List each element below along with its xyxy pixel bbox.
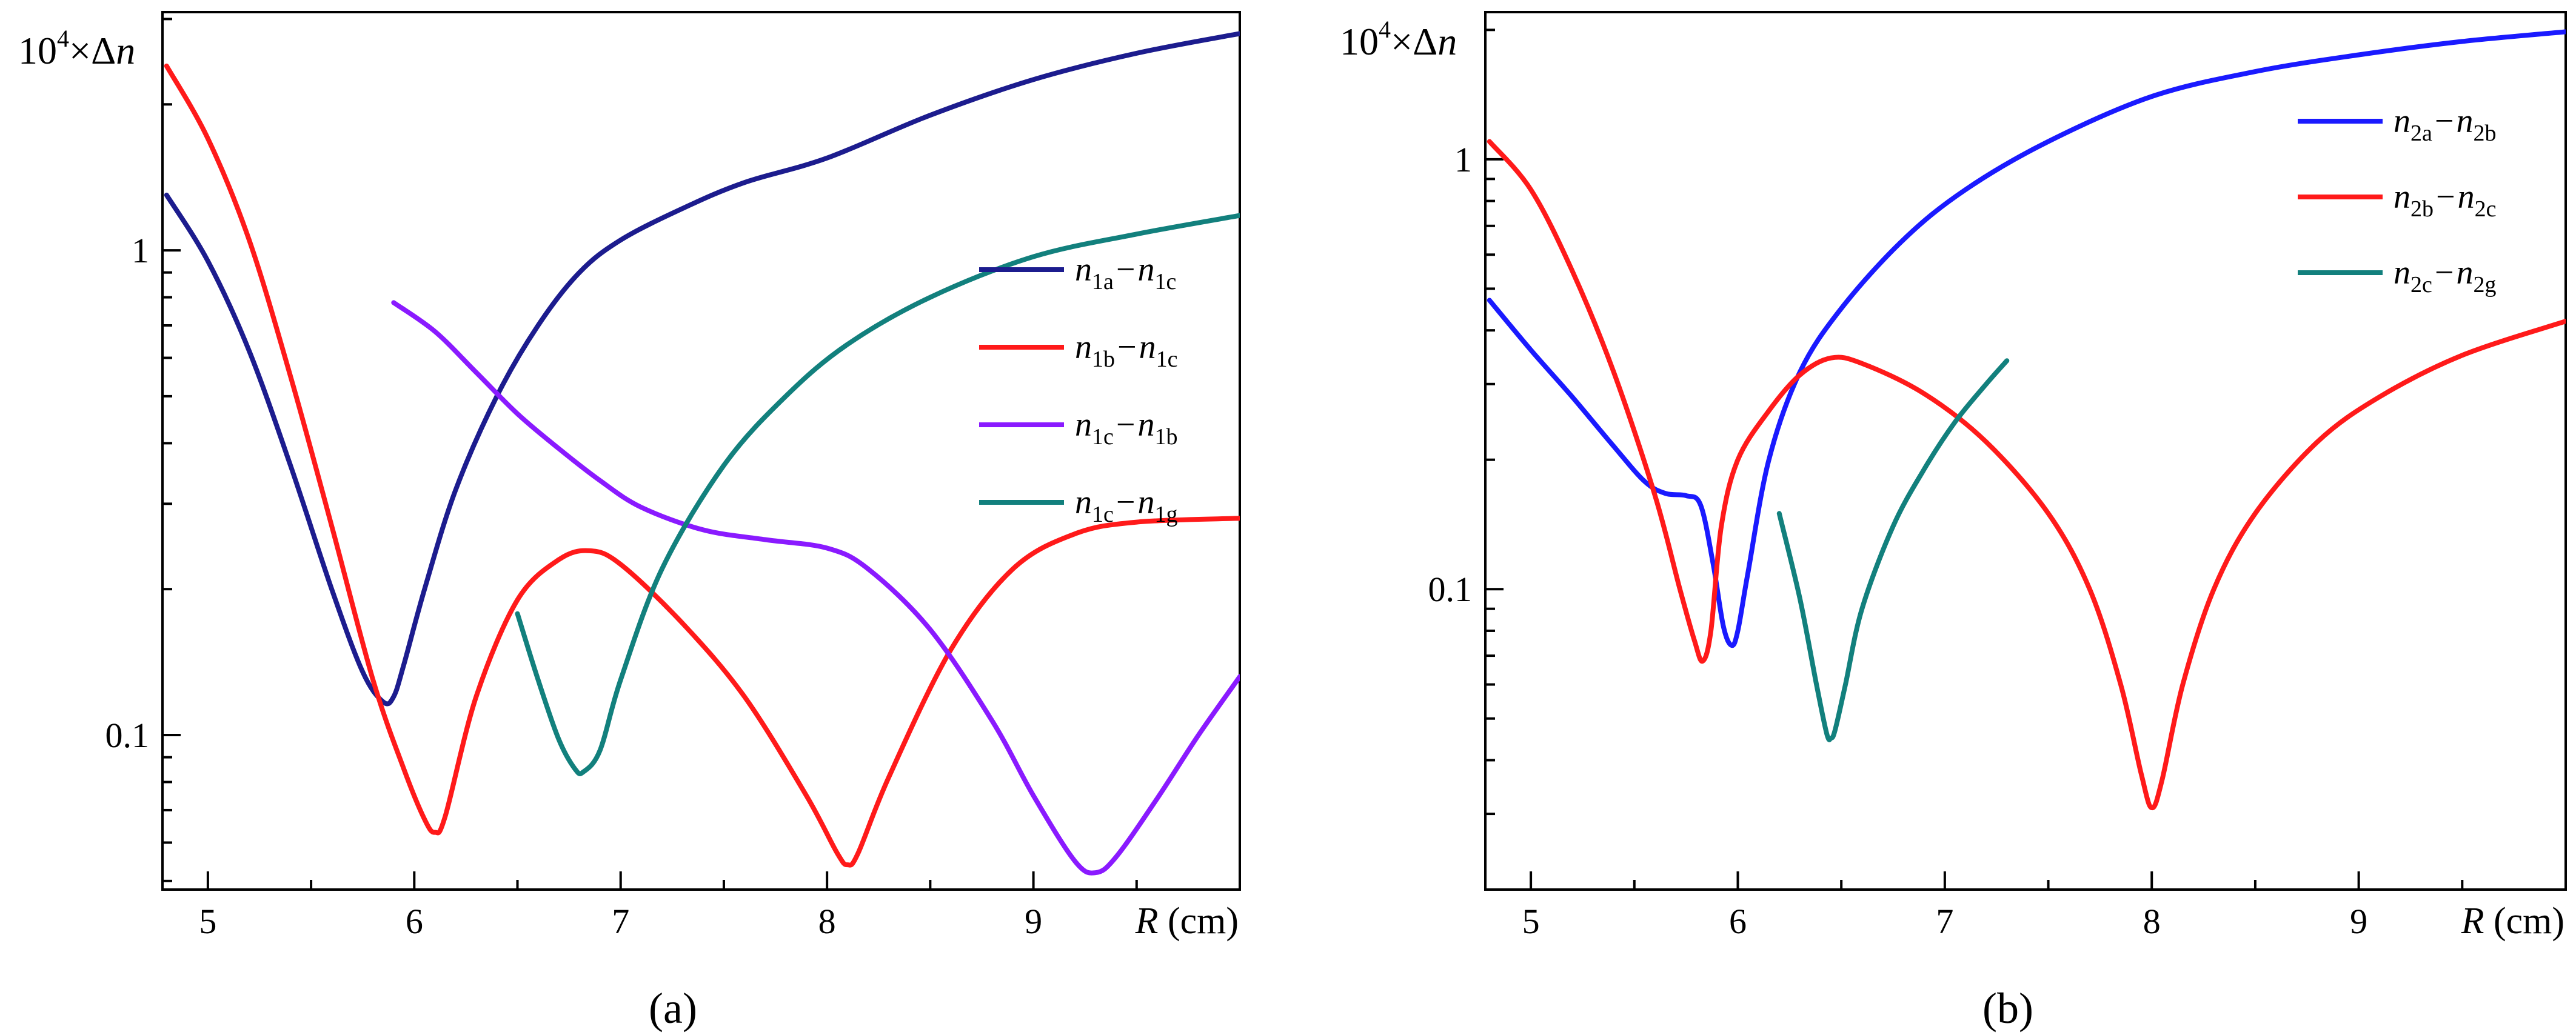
y-axis-label: 104×Δn (1340, 16, 1457, 63)
x-tick-label: 7 (612, 902, 629, 941)
y-tick-label: 0.1 (1428, 570, 1473, 609)
x-tick-label: 6 (406, 902, 423, 941)
panel-b: 5 6 7 8 9 0.1 1 104×Δn R (cm) n2a−n2b n2b−n2c n2c−n… (1340, 11, 2567, 942)
panel-a-caption: (a) (649, 984, 697, 1033)
x-tick-label: 9 (2350, 902, 2367, 941)
legend-label: n1a−n1c (1075, 251, 1176, 295)
x-tick-label: 9 (1025, 902, 1042, 941)
x-tick-label: 7 (1936, 902, 1953, 941)
x-axis-label: R (cm) (1135, 900, 1239, 942)
series-line-2 (1487, 139, 2566, 810)
y-tick-label: 0.1 (105, 716, 150, 755)
series-line-1 (164, 31, 1240, 707)
x-tick-label: 5 (199, 902, 216, 941)
plot-frame (1484, 11, 2567, 891)
legend-label: n2b−n2c (2394, 178, 2496, 222)
x-tick-label: 6 (1729, 902, 1747, 941)
legend-label: n2c−n2g (2394, 254, 2496, 298)
y-tick-label: 1 (132, 231, 149, 270)
legend-label: n1c−n1b (1075, 406, 1177, 450)
legend-label: n1c−n1g (1075, 484, 1177, 527)
x-tick-label: 5 (1522, 902, 1540, 941)
plot-frame (161, 11, 1241, 891)
legend-label: n2a−n2b (2394, 102, 2496, 146)
panel-a: 5 6 7 8 9 0.1 1 104×Δn R (cm) n1a−n1c n1b−n1c n1c−n… (18, 11, 1241, 942)
x-tick-label: 8 (818, 902, 836, 941)
series-line-3 (1776, 358, 2010, 742)
y-tick-label: 1 (1454, 140, 1472, 179)
series-line-1 (1487, 29, 2566, 648)
panel-b-caption: (b) (1982, 984, 2033, 1033)
legend: n1a−n1c n1b−n1c n1c−n1b n1c−n1g (979, 251, 1177, 527)
x-axis-label: R (cm) (2461, 900, 2564, 942)
legend-label: n1b−n1c (1075, 328, 1177, 372)
y-axis-label: 104×Δn (18, 25, 135, 72)
legend: n2a−n2b n2b−n2c n2c−n2g (2298, 102, 2496, 298)
series-line-2 (164, 63, 1240, 868)
series-line-4 (515, 213, 1240, 776)
series-line-3 (391, 300, 1240, 876)
x-tick-label: 8 (2143, 902, 2161, 941)
